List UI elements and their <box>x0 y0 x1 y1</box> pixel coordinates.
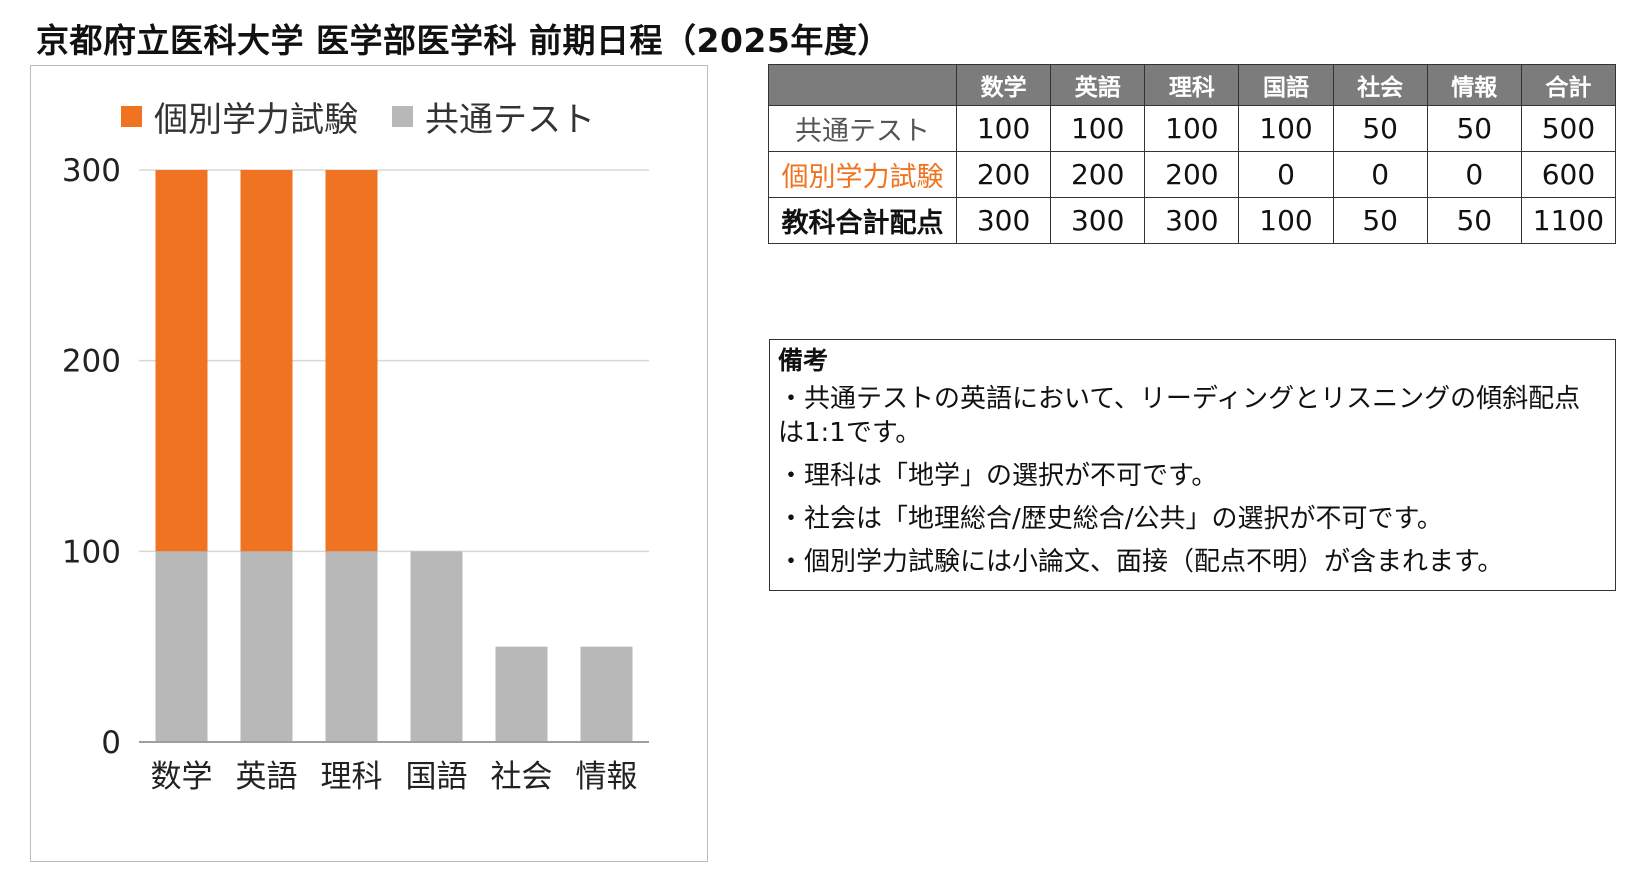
table-cell-total: 1100 <box>1520 197 1617 244</box>
note-item: ・理科は「地学」の選択が不可です。 <box>778 461 1218 491</box>
bar-segment-individual <box>155 170 208 552</box>
table-cell: 100 <box>1050 105 1146 152</box>
notes-list: ・共通テストの英語において、リーディングとリスニングの傾斜配点は1:1です。 ・… <box>778 382 1603 579</box>
table-cell: 50 <box>1426 197 1522 244</box>
table-header-corner <box>768 64 957 106</box>
y-tick-label: 0 <box>101 725 121 761</box>
bar-segment-common <box>240 551 293 742</box>
bar-segment-common <box>580 646 633 742</box>
bar-segment-individual <box>240 170 293 552</box>
table-header-cell: 情報 <box>1426 64 1522 106</box>
table-cell: 100 <box>1144 105 1240 152</box>
notes-box: 備考 ・共通テストの英語において、リーディングとリスニングの傾斜配点は1:1です… <box>769 339 1616 591</box>
table-cell: 200 <box>1050 151 1146 198</box>
x-tick-label: 国語 <box>406 759 468 795</box>
y-tick-label: 100 <box>62 534 121 570</box>
score-table: 数学 英語 理科 国語 社会 情報 合計 共通テスト 100 100 100 1… <box>768 64 1617 244</box>
x-tick-label: 情報 <box>576 759 638 795</box>
table-row-individual: 個別学力試験 200 200 200 0 0 0 600 <box>768 151 1617 198</box>
bar-segment-common <box>495 646 548 742</box>
table-header-cell: 英語 <box>1050 64 1146 106</box>
table-row-total: 教科合計配点 300 300 300 100 50 50 1100 <box>768 197 1617 244</box>
x-tick-label: 理科 <box>321 759 383 795</box>
table-cell: 0 <box>1238 151 1334 198</box>
note-item: ・個別学力試験には小論文、面接（配点不明）が含まれます。 <box>778 547 1504 577</box>
table-header-cell: 理科 <box>1144 64 1240 106</box>
table-header-cell: 国語 <box>1238 64 1334 106</box>
legend-swatch-individual <box>121 106 142 127</box>
note-item: ・共通テストの英語において、リーディングとリスニングの傾斜配点は1:1です。 <box>778 384 1581 448</box>
x-tick-label: 英語 <box>236 759 298 795</box>
table-cell: 50 <box>1332 105 1428 152</box>
table-cell: 200 <box>1144 151 1240 198</box>
page-title: 京都府立医科大学 医学部医学科 前期日程（2025年度） <box>36 21 891 60</box>
chart-plot: 0 100 200 300 数学 英語 理科 国語 社会 情報 <box>62 153 649 795</box>
table-header-cell: 数学 <box>955 64 1052 106</box>
table-cell: 0 <box>1332 151 1428 198</box>
legend-label-common: 共通テスト <box>425 100 595 140</box>
table-cell: 300 <box>1050 197 1146 244</box>
y-tick-label: 300 <box>62 153 121 189</box>
table-header-cell: 社会 <box>1332 64 1428 106</box>
chart-legend: 個別学力試験 共通テスト <box>121 92 629 141</box>
y-tick-label: 200 <box>62 344 121 380</box>
x-tick-label: 社会 <box>491 759 553 795</box>
row-label-common: 共通テスト <box>768 105 957 152</box>
row-label-individual: 個別学力試験 <box>768 151 957 198</box>
legend-item-common: 共通テスト <box>392 92 595 141</box>
table-header-row: 数学 英語 理科 国語 社会 情報 合計 <box>768 64 1617 106</box>
note-item: ・社会は「地理総合/歴史総合/公共」の選択が不可です。 <box>778 504 1443 534</box>
stacked-bar-chart: 個別学力試験 共通テスト 0 100 200 300 数学 英語 理科 国語 社会 情報 <box>30 65 708 862</box>
table-cell: 100 <box>1238 197 1334 244</box>
x-tick-label: 数学 <box>151 759 213 795</box>
table-cell: 50 <box>1332 197 1428 244</box>
table-row-common: 共通テスト 100 100 100 100 50 50 500 <box>768 105 1617 152</box>
row-label-total: 教科合計配点 <box>768 197 957 244</box>
bar-segment-individual <box>325 170 378 552</box>
bar-segment-common <box>410 551 463 742</box>
table-cell: 300 <box>1144 197 1240 244</box>
table-cell-total: 500 <box>1520 105 1617 152</box>
table-cell: 200 <box>955 151 1052 198</box>
table-cell: 100 <box>955 105 1052 152</box>
notes-heading: 備考 <box>778 346 829 375</box>
legend-swatch-common <box>392 106 413 127</box>
table-header-cell: 合計 <box>1520 64 1617 106</box>
table-cell: 0 <box>1426 151 1522 198</box>
legend-label-individual: 個別学力試験 <box>154 100 358 140</box>
bar-segment-common <box>155 551 208 742</box>
bar-segment-common <box>325 551 378 742</box>
legend-item-individual: 個別学力試験 <box>121 92 358 141</box>
table-cell: 300 <box>955 197 1052 244</box>
table-cell: 50 <box>1426 105 1522 152</box>
table-cell-total: 600 <box>1520 151 1617 198</box>
table-cell: 100 <box>1238 105 1334 152</box>
